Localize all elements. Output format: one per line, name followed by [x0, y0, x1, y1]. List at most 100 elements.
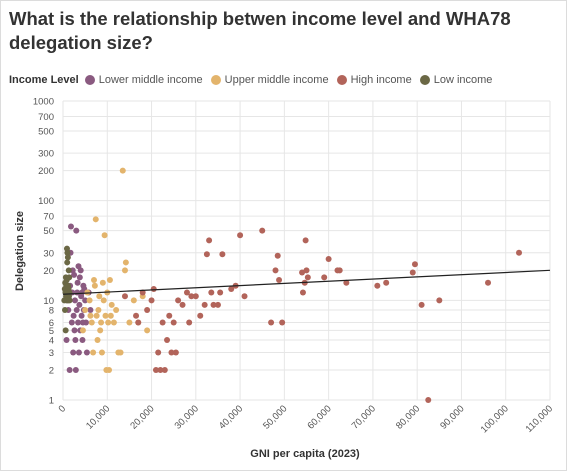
data-point-high-income[interactable]: [217, 289, 224, 296]
data-point-high-income[interactable]: [336, 267, 343, 274]
data-point-upper-middle-income[interactable]: [101, 232, 108, 239]
data-point-lower-middle-income[interactable]: [79, 336, 86, 343]
data-point-upper-middle-income[interactable]: [90, 276, 97, 283]
data-point-lower-middle-income[interactable]: [71, 327, 78, 334]
data-point-upper-middle-income[interactable]: [106, 276, 113, 283]
data-point-lower-middle-income[interactable]: [63, 336, 70, 343]
data-point-high-income[interactable]: [241, 293, 248, 300]
data-point-high-income[interactable]: [411, 261, 418, 268]
data-point-high-income[interactable]: [166, 312, 173, 319]
data-point-high-income[interactable]: [210, 301, 217, 308]
data-point-high-income[interactable]: [272, 267, 279, 274]
data-point-high-income[interactable]: [133, 312, 140, 319]
data-point-upper-middle-income[interactable]: [130, 297, 137, 304]
legend-entry-low-income[interactable]: Low income: [419, 74, 492, 86]
data-point-lower-middle-income[interactable]: [73, 306, 80, 313]
data-point-high-income[interactable]: [299, 289, 306, 296]
data-point-upper-middle-income[interactable]: [90, 349, 97, 356]
data-point-high-income[interactable]: [325, 255, 332, 262]
data-point-lower-middle-income[interactable]: [77, 267, 84, 274]
data-point-upper-middle-income[interactable]: [102, 312, 109, 319]
data-point-high-income[interactable]: [343, 279, 350, 286]
data-point-high-income[interactable]: [436, 297, 443, 304]
data-point-high-income[interactable]: [186, 319, 193, 326]
data-point-lower-middle-income[interactable]: [72, 366, 79, 373]
data-point-high-income[interactable]: [150, 285, 157, 292]
data-point-upper-middle-income[interactable]: [100, 297, 107, 304]
data-point-high-income[interactable]: [418, 301, 425, 308]
data-point-lower-middle-income[interactable]: [72, 336, 79, 343]
data-point-high-income[interactable]: [164, 336, 171, 343]
data-point-high-income[interactable]: [304, 274, 311, 281]
data-point-upper-middle-income[interactable]: [88, 319, 95, 326]
data-point-low-income[interactable]: [64, 259, 71, 266]
data-point-high-income[interactable]: [121, 293, 128, 300]
data-point-upper-middle-income[interactable]: [122, 259, 129, 266]
data-point-high-income[interactable]: [161, 366, 168, 373]
data-point-upper-middle-income[interactable]: [108, 301, 115, 308]
data-point-lower-middle-income[interactable]: [78, 312, 85, 319]
legend-entry-upper-middle-income[interactable]: Upper middle income: [210, 74, 329, 86]
data-point-upper-middle-income[interactable]: [79, 327, 86, 334]
data-point-lower-middle-income[interactable]: [66, 366, 73, 373]
data-point-lower-middle-income[interactable]: [73, 227, 80, 234]
data-point-high-income[interactable]: [268, 319, 275, 326]
data-point-lower-middle-income[interactable]: [75, 349, 82, 356]
data-point-high-income[interactable]: [179, 301, 186, 308]
data-point-low-income[interactable]: [66, 274, 73, 281]
data-point-high-income[interactable]: [159, 319, 166, 326]
data-point-high-income[interactable]: [321, 274, 328, 281]
legend-entry-high-income[interactable]: High income: [336, 74, 412, 86]
data-point-upper-middle-income[interactable]: [110, 319, 117, 326]
data-point-lower-middle-income[interactable]: [74, 279, 81, 286]
data-point-upper-middle-income[interactable]: [87, 312, 94, 319]
data-point-high-income[interactable]: [183, 289, 190, 296]
data-point-low-income[interactable]: [61, 306, 68, 313]
data-point-high-income[interactable]: [135, 319, 142, 326]
data-point-high-income[interactable]: [144, 306, 151, 313]
data-point-low-income[interactable]: [64, 254, 71, 261]
data-point-upper-middle-income[interactable]: [144, 327, 151, 334]
data-point-high-income[interactable]: [274, 252, 281, 259]
data-point-lower-middle-income[interactable]: [68, 319, 75, 326]
data-point-high-income[interactable]: [259, 227, 266, 234]
data-point-high-income[interactable]: [276, 276, 283, 283]
data-point-high-income[interactable]: [485, 279, 492, 286]
data-point-lower-middle-income[interactable]: [71, 297, 78, 304]
data-point-high-income[interactable]: [168, 349, 175, 356]
data-point-high-income[interactable]: [228, 285, 235, 292]
data-point-high-income[interactable]: [148, 297, 155, 304]
legend-entry-lower-middle-income[interactable]: Lower middle income: [84, 74, 203, 86]
data-point-lower-middle-income[interactable]: [82, 297, 89, 304]
data-point-upper-middle-income[interactable]: [84, 289, 91, 296]
data-point-lower-middle-income[interactable]: [83, 319, 90, 326]
data-point-high-income[interactable]: [206, 237, 213, 244]
data-point-high-income[interactable]: [214, 301, 221, 308]
data-point-high-income[interactable]: [157, 366, 164, 373]
data-point-high-income[interactable]: [188, 293, 195, 300]
data-point-high-income[interactable]: [197, 312, 204, 319]
data-point-low-income[interactable]: [64, 249, 71, 256]
data-point-high-income[interactable]: [383, 279, 390, 286]
data-point-upper-middle-income[interactable]: [98, 319, 105, 326]
data-point-upper-middle-income[interactable]: [113, 306, 120, 313]
data-point-low-income[interactable]: [62, 327, 69, 334]
data-point-high-income[interactable]: [201, 301, 208, 308]
data-point-high-income[interactable]: [303, 267, 310, 274]
data-point-high-income[interactable]: [203, 251, 210, 258]
data-point-low-income[interactable]: [65, 267, 72, 274]
data-point-high-income[interactable]: [152, 366, 159, 373]
data-point-upper-middle-income[interactable]: [91, 282, 98, 289]
data-point-upper-middle-income[interactable]: [121, 267, 128, 274]
data-point-high-income[interactable]: [279, 319, 286, 326]
data-point-lower-middle-income[interactable]: [87, 306, 94, 313]
data-point-lower-middle-income[interactable]: [71, 271, 78, 278]
data-point-lower-middle-income[interactable]: [76, 301, 83, 308]
data-point-upper-middle-income[interactable]: [117, 349, 124, 356]
data-point-upper-middle-income[interactable]: [82, 306, 89, 313]
data-point-upper-middle-income[interactable]: [96, 293, 103, 300]
data-point-lower-middle-income[interactable]: [67, 223, 74, 230]
data-point-high-income[interactable]: [237, 232, 244, 239]
data-point-upper-middle-income[interactable]: [106, 366, 113, 373]
data-point-high-income[interactable]: [374, 282, 381, 289]
